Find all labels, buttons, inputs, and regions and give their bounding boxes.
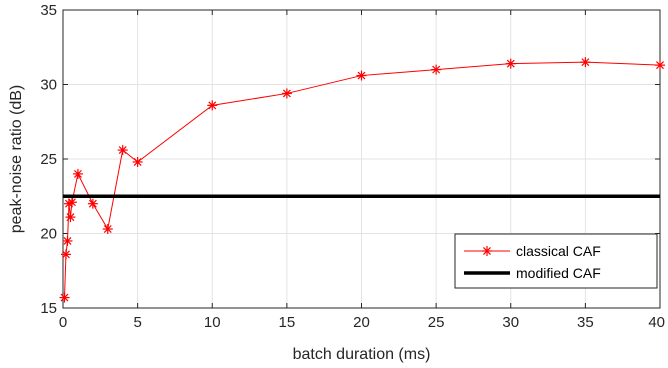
data-point-0-16 — [580, 57, 591, 68]
x-tick-label-3: 15 — [279, 314, 296, 331]
axes — [62, 9, 661, 309]
legend-marker-0 — [482, 246, 492, 256]
data-point-0-0 — [59, 292, 70, 303]
series-line-0 — [63, 61, 661, 298]
legend: classical CAF modified CAF — [454, 233, 658, 289]
data-point-0-15 — [505, 58, 516, 69]
y-tick-label-0: 15 — [40, 300, 57, 317]
data-point-0-9 — [117, 145, 128, 156]
data-point-0-14 — [431, 64, 442, 75]
data-point-0-6 — [72, 168, 83, 179]
x-tick-label-0: 0 — [59, 314, 67, 331]
x-tick-label-2: 10 — [204, 314, 221, 331]
data-point-0-4 — [65, 212, 76, 223]
data-point-0-7 — [87, 198, 98, 209]
data-point-0-10 — [132, 156, 143, 167]
series-group — [59, 57, 665, 303]
legend-label-1: modified CAF — [516, 265, 601, 281]
tick-labels: 0 5 10 15 20 25 30 35 40 15 20 25 30 35 — [40, 2, 665, 331]
data-point-0-8 — [102, 224, 113, 235]
x-tick-label-4: 20 — [353, 314, 370, 331]
legend-label-0: classical CAF — [516, 243, 601, 259]
data-point-0-5 — [66, 197, 77, 208]
y-tick-label-4: 35 — [40, 2, 57, 19]
x-tick-label-5: 25 — [428, 314, 445, 331]
y-tick-label-1: 20 — [40, 226, 57, 243]
data-point-0-2 — [62, 235, 73, 246]
data-point-0-12 — [281, 88, 292, 99]
y-tick-label-3: 30 — [40, 77, 57, 94]
data-point-0-17 — [655, 60, 665, 71]
x-tick-label-7: 35 — [577, 314, 594, 331]
x-tick-label-1: 5 — [133, 314, 141, 331]
x-axis-label: batch duration (ms) — [293, 346, 431, 363]
data-point-0-11 — [207, 100, 218, 111]
data-point-0-13 — [356, 70, 367, 81]
y-axis-label: peak-noise ratio (dB) — [8, 85, 25, 234]
data-point-0-1 — [60, 249, 71, 260]
y-tick-label-2: 25 — [40, 151, 57, 168]
legend-box — [454, 233, 658, 289]
x-tick-label-6: 30 — [502, 314, 519, 331]
x-tick-label-8: 40 — [648, 314, 665, 331]
legend-entries: classical CAF modified CAF — [464, 243, 601, 281]
